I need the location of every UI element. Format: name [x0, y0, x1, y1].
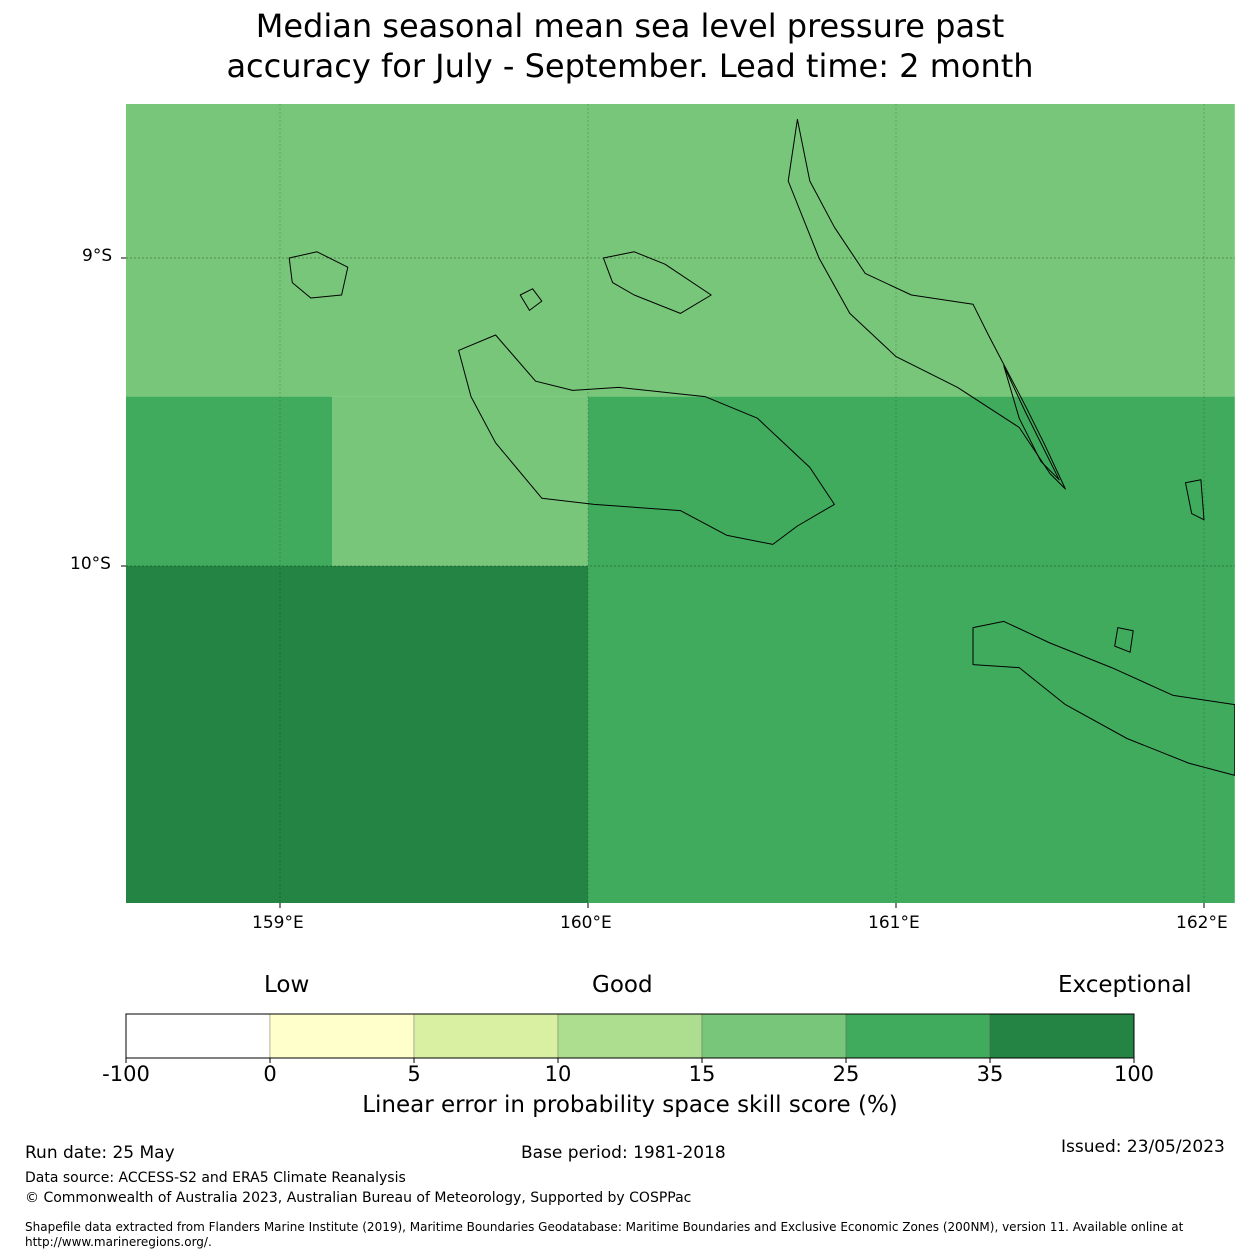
issued-date: Issued: 23/05/2023 — [1061, 1137, 1225, 1157]
colorbar-frame — [125, 1013, 1135, 1059]
title-line-1: Median seasonal mean sea level pressure … — [255, 7, 1005, 45]
colorbar-tick: 15 — [688, 1062, 716, 1086]
colorbar-segment — [413, 1013, 559, 1059]
colorbar-segment — [989, 1013, 1135, 1059]
map-title: Median seasonal mean sea level pressure … — [0, 6, 1260, 86]
skill-cell — [126, 104, 1235, 397]
colorbar-tick: -100 — [102, 1062, 150, 1086]
lon-label-159e: 159°E — [252, 913, 304, 933]
skill-cell — [126, 396, 333, 566]
lon-label-162e: 162°E — [1176, 913, 1228, 933]
coastline — [458, 334, 835, 545]
lat-label-9s: 9°S — [82, 246, 113, 266]
coastline — [1185, 479, 1205, 521]
colorbar-tick: 5 — [407, 1062, 421, 1086]
category-exceptional: Exceptional — [1058, 972, 1192, 998]
category-good: Good — [592, 972, 653, 998]
coastline — [519, 288, 543, 311]
coastline — [602, 251, 712, 314]
lon-label-160e: 160°E — [560, 913, 612, 933]
coastline — [1114, 627, 1134, 653]
skill-cell — [126, 566, 588, 903]
skill-cell — [588, 396, 1235, 566]
colorbar-segment — [845, 1013, 991, 1059]
colorbar-segment — [269, 1013, 415, 1059]
copyright: © Commonwealth of Australia 2023, Austra… — [25, 1190, 692, 1206]
shapefile-credit: Shapefile data extracted from Flanders M… — [25, 1220, 1184, 1249]
colorbar-title: Linear error in probability space skill … — [362, 1092, 898, 1118]
coastline — [972, 620, 1235, 776]
colorbar-tick: 100 — [1113, 1062, 1155, 1086]
lat-label-10s: 10°S — [70, 554, 111, 574]
coastline — [1003, 365, 1060, 481]
colorbar-tick: 25 — [832, 1062, 860, 1086]
colorbar-tick: 0 — [263, 1062, 277, 1086]
data-source: Data source: ACCESS-S2 and ERA5 Climate … — [25, 1170, 406, 1186]
skill-cell — [588, 566, 1235, 903]
title-line-2: accuracy for July - September. Lead time… — [226, 47, 1034, 85]
coastline — [787, 118, 1066, 490]
colorbar-segment — [701, 1013, 847, 1059]
colorbar-tick: 10 — [544, 1062, 572, 1086]
colorbar-tick: 35 — [976, 1062, 1004, 1086]
colorbar-segment — [557, 1013, 703, 1059]
skill-cell — [332, 396, 588, 566]
lon-label-161e: 161°E — [868, 913, 920, 933]
run-date: Run date: 25 May — [25, 1143, 175, 1163]
category-low: Low — [264, 972, 310, 998]
map-layer — [126, 104, 1235, 903]
colorbar-segment — [125, 1013, 271, 1059]
base-period: Base period: 1981-2018 — [521, 1143, 726, 1163]
coastline — [288, 251, 349, 299]
